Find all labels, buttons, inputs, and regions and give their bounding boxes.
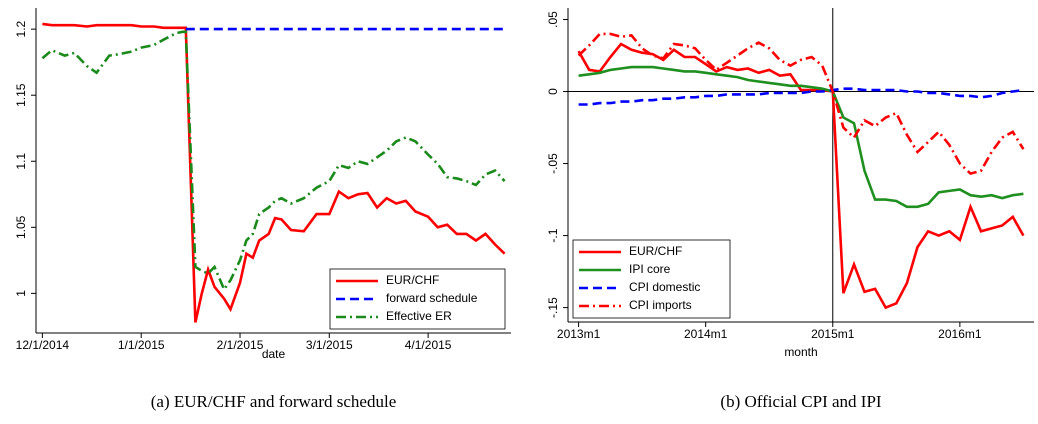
y-tick-label: 1.1 <box>14 153 28 170</box>
legend-label: CPI imports <box>629 298 692 312</box>
series-line <box>42 22 506 323</box>
x-tick-label: 2013m1 <box>557 327 601 341</box>
series-line <box>41 30 506 293</box>
x-tick-label: 3/1/2015 <box>306 338 353 352</box>
legend-label: Effective ER <box>386 309 452 323</box>
y-tick-label: 0 <box>546 88 560 95</box>
series-line <box>578 87 1024 106</box>
y-tick-label: 1.05 <box>14 215 28 239</box>
y-tick-label: -.05 <box>546 153 560 174</box>
legend-label: EUR/CHF <box>386 273 439 287</box>
x-axis-title: month <box>784 345 817 359</box>
x-tick-label: 2016m1 <box>938 327 982 341</box>
caption: (b) Official CPI and IPI <box>720 392 881 411</box>
caption: (a) EUR/CHF and forward schedule <box>151 392 397 411</box>
x-tick-label: 12/1/2014 <box>16 338 70 352</box>
series-line <box>577 42 1025 310</box>
series-line <box>578 65 1024 209</box>
x-tick-label: 2015m1 <box>811 327 855 341</box>
y-tick-label: .05 <box>546 11 560 28</box>
y-tick-label: 1 <box>14 290 28 297</box>
legend-label: forward schedule <box>386 291 478 305</box>
x-tick-label: 2/1/2015 <box>217 338 264 352</box>
y-tick-label: 1.15 <box>14 83 28 107</box>
y-tick-label: -.15 <box>546 297 560 318</box>
series-line <box>577 32 1025 176</box>
x-axis-title: date <box>262 347 286 361</box>
y-tick-label: 1.2 <box>14 20 28 37</box>
legend-label: CPI domestic <box>629 280 700 294</box>
y-tick-label: -.1 <box>546 228 560 242</box>
legend-label: EUR/CHF <box>629 244 682 258</box>
x-tick-label: 1/1/2015 <box>118 338 165 352</box>
legend-box <box>329 268 506 330</box>
x-tick-label: 2014m1 <box>684 327 728 341</box>
legend-label: IPI core <box>629 262 671 276</box>
x-tick-label: 4/1/2015 <box>405 338 452 352</box>
